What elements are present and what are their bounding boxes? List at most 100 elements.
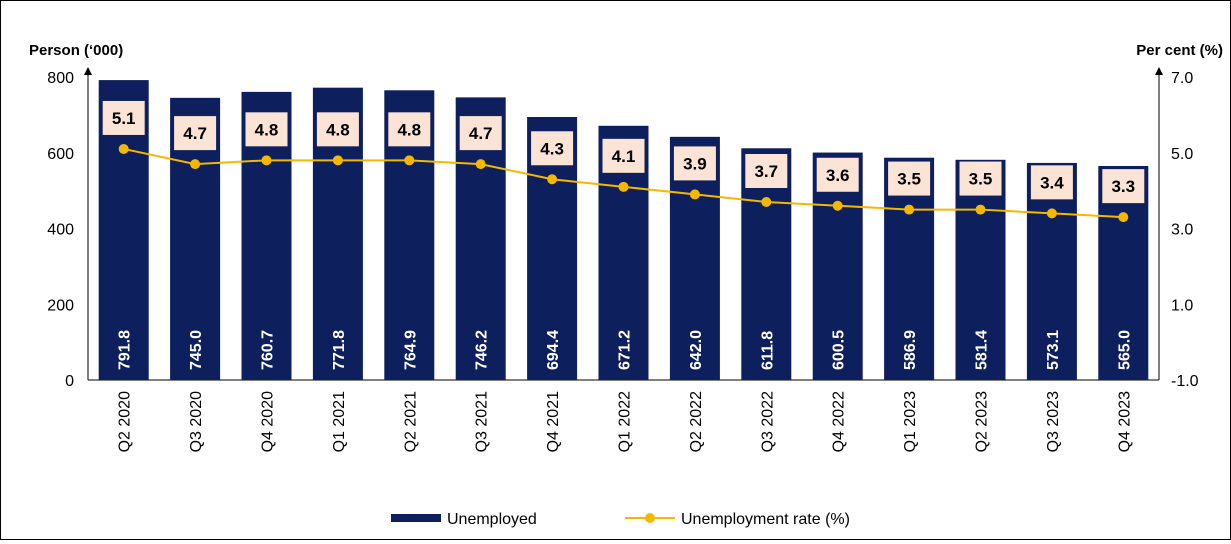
- rate-label-box: [531, 131, 574, 166]
- left-axis-arrow: [84, 67, 92, 75]
- rate-point: [689, 189, 700, 200]
- rate-value-label: 3.4: [1040, 173, 1064, 192]
- category-label: Q1 2021: [331, 391, 348, 452]
- rate-label-box: [745, 153, 788, 188]
- bar-value-label: 586.9: [902, 330, 919, 370]
- left-tick-label: 400: [47, 222, 74, 239]
- line-series-unemployment-rate: [118, 143, 1129, 223]
- right-tick-label: -1.0: [1171, 373, 1199, 390]
- bar-value-label: 573.1: [1045, 330, 1062, 370]
- rate-point: [475, 159, 486, 170]
- rate-label-group: 3.5: [959, 161, 1002, 196]
- rate-label-box: [1102, 169, 1145, 204]
- rate-label-group: 3.6: [816, 157, 859, 192]
- rate-label-group: 4.8: [316, 112, 359, 147]
- bar-value-label: 764.9: [402, 330, 419, 370]
- rate-label-box: [174, 116, 217, 151]
- rate-label-box: [245, 112, 288, 147]
- bar-value-label: 642.0: [688, 330, 705, 370]
- rate-value-label: 4.3: [540, 139, 564, 158]
- right-tick-label: 1.0: [1171, 297, 1193, 314]
- rate-label-box: [102, 100, 145, 135]
- category-label: Q2 2021: [402, 391, 419, 452]
- category-label: Q1 2022: [617, 391, 634, 452]
- bar-value-label: 611.8: [759, 331, 776, 370]
- rate-value-label: 3.6: [826, 166, 850, 185]
- category-label: Q2 2022: [688, 391, 705, 452]
- rate-value-label: 4.8: [326, 120, 350, 139]
- rate-label-box: [316, 112, 359, 147]
- legend-label-unemployment-rate: Unemployment rate (%): [681, 511, 850, 528]
- rate-value-label: 3.5: [969, 170, 993, 189]
- rate-value-label: 3.5: [897, 170, 921, 189]
- rate-value-label: 3.7: [754, 162, 778, 181]
- bar-value-label: 745.0: [188, 330, 205, 370]
- legend-swatch-unemployed: [391, 514, 441, 522]
- bar-value-label: 694.4: [545, 330, 562, 370]
- rate-point: [1118, 212, 1129, 223]
- rate-label-box: [673, 146, 716, 181]
- category-label: Q2 2023: [974, 391, 991, 452]
- category-label: Q3 2021: [474, 391, 491, 452]
- rate-data-labels: 5.1 4.7 4.8 4.8 4.8 4.7 4.3 4.1 3.9 3.7 3.6 3.5 3.5 3…: [102, 100, 1145, 204]
- rate-label-box: [959, 161, 1002, 196]
- bar-value-label: 565.0: [1116, 330, 1133, 370]
- rate-value-label: 4.8: [255, 120, 279, 139]
- rate-point: [332, 155, 343, 166]
- rate-label-group: 5.1: [102, 100, 145, 135]
- right-tick-label: 5.0: [1171, 146, 1193, 163]
- right-tick-label: 7.0: [1171, 70, 1193, 87]
- legend: Unemployed Unemployment rate (%): [391, 511, 850, 528]
- left-tick-label: 600: [47, 146, 74, 163]
- rate-value-label: 3.3: [1111, 177, 1135, 196]
- bar-value-label: 600.5: [831, 330, 848, 370]
- rate-label-box: [1030, 165, 1073, 200]
- left-tick-label: 200: [47, 297, 74, 314]
- left-axis-title: Person (‘000): [29, 42, 123, 59]
- left-tick-labels: 0 200 400 600 800: [47, 70, 74, 390]
- rate-point: [261, 155, 272, 166]
- category-label: Q3 2023: [1045, 391, 1062, 452]
- bar-value-label: 791.8: [117, 330, 134, 370]
- category-labels: Q2 2020 Q3 2020 Q4 2020 Q1 2021 Q2 2021 Q3 20…: [117, 391, 1134, 452]
- right-tick-label: 3.0: [1171, 222, 1193, 239]
- bar-value-label: 581.4: [974, 330, 991, 370]
- rate-point: [904, 204, 915, 215]
- left-tick-label: 800: [47, 70, 74, 87]
- category-label: Q4 2020: [260, 391, 277, 452]
- rate-point: [547, 174, 558, 185]
- rate-point: [1046, 208, 1057, 219]
- legend-marker-unemployment-rate: [645, 513, 655, 523]
- right-axis-arrow: [1155, 67, 1163, 75]
- rate-label-group: 4.7: [459, 116, 502, 151]
- rate-value-label: 4.7: [183, 124, 207, 143]
- rate-value-label: 4.8: [397, 120, 421, 139]
- legend-label-unemployed: Unemployed: [447, 511, 537, 528]
- bar-value-label: 671.2: [617, 330, 634, 370]
- rate-label-group: 3.3: [1102, 169, 1145, 204]
- bar-value-label: 760.7: [260, 330, 277, 370]
- rate-point: [761, 196, 772, 207]
- category-label: Q2 2020: [117, 391, 134, 452]
- rate-label-group: 4.8: [388, 112, 431, 147]
- rate-point: [118, 143, 129, 154]
- category-label: Q1 2023: [902, 391, 919, 452]
- rate-value-label: 4.1: [612, 147, 636, 166]
- rate-label-box: [888, 161, 931, 196]
- bar-value-label: 746.2: [474, 330, 491, 370]
- rate-label-group: 4.7: [174, 116, 217, 151]
- rate-value-label: 3.9: [683, 154, 707, 173]
- bar: [955, 159, 1006, 380]
- rate-label-box: [816, 157, 859, 192]
- bar-data-labels: 791.8 745.0 760.7 771.8 764.9 746.2 694.4 671.2…: [117, 330, 1134, 370]
- rate-value-label: 5.1: [112, 109, 136, 128]
- rate-label-group: 3.7: [745, 153, 788, 188]
- rate-label-group: 3.5: [888, 161, 931, 196]
- rate-label-group: 4.8: [245, 112, 288, 147]
- category-label: Q4 2021: [545, 391, 562, 452]
- right-axis-title: Per cent (%): [1136, 42, 1223, 59]
- bar-value-label: 771.8: [331, 330, 348, 370]
- rate-label-group: 3.4: [1030, 165, 1073, 200]
